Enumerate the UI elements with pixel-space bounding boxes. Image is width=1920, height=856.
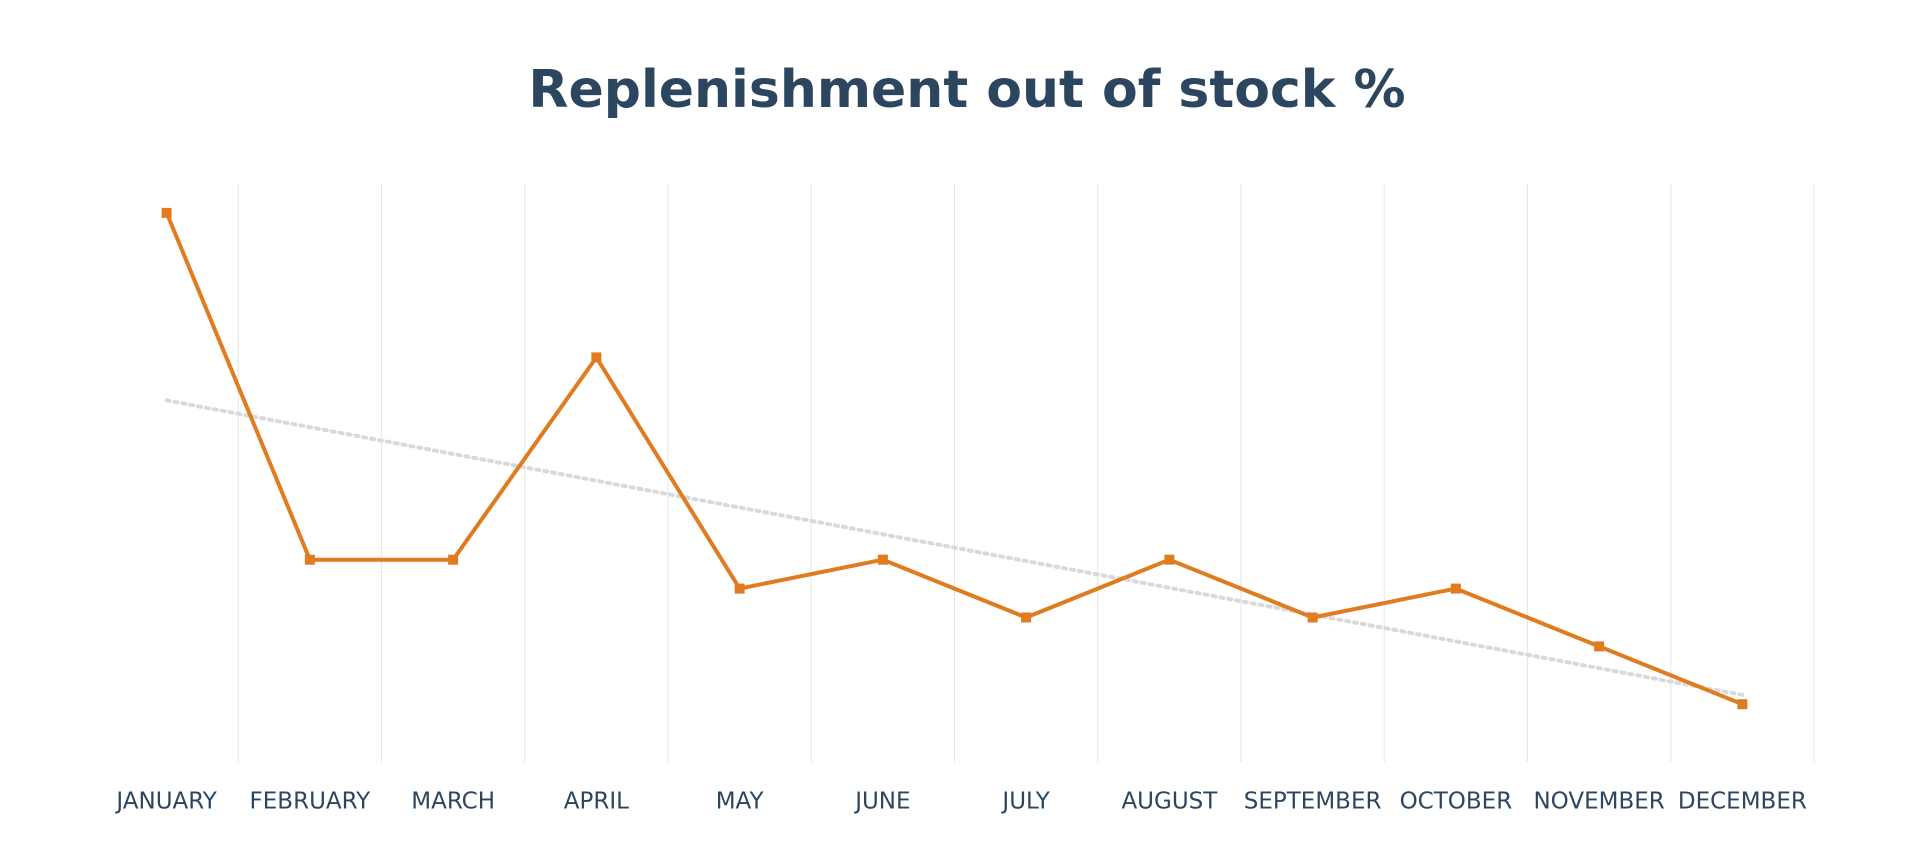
data-point bbox=[1594, 641, 1605, 652]
x-tick-label: FEBRUARY bbox=[250, 789, 372, 815]
x-tick-label: MARCH bbox=[411, 789, 495, 815]
data-point bbox=[448, 554, 459, 565]
x-tick-label: SEPTEMBER bbox=[1244, 789, 1382, 815]
x-tick-label: DECEMBER bbox=[1678, 789, 1807, 815]
data-point bbox=[1450, 583, 1461, 594]
data-point bbox=[877, 554, 888, 565]
data-point bbox=[1737, 699, 1748, 710]
data-point bbox=[734, 583, 745, 594]
series-line bbox=[164, 212, 1744, 707]
data-point bbox=[161, 207, 172, 218]
data-point bbox=[1021, 612, 1032, 623]
x-tick-label: JANUARY bbox=[114, 789, 217, 815]
x-tick-label: APRIL bbox=[564, 789, 629, 815]
x-tick-label: MAY bbox=[716, 789, 765, 815]
data-point bbox=[304, 554, 315, 565]
x-tick-label: NOVEMBER bbox=[1533, 789, 1664, 815]
x-tick-label: AUGUST bbox=[1121, 789, 1218, 815]
data-point bbox=[1164, 554, 1175, 565]
x-tick-label: JUNE bbox=[853, 789, 910, 815]
x-tick-label: OCTOBER bbox=[1400, 789, 1513, 815]
chart-title: Replenishment out of stock % bbox=[528, 60, 1405, 120]
data-point bbox=[591, 352, 602, 363]
trendline bbox=[164, 398, 1745, 697]
x-tick-label: JULY bbox=[1000, 789, 1050, 815]
data-point bbox=[1307, 612, 1318, 623]
